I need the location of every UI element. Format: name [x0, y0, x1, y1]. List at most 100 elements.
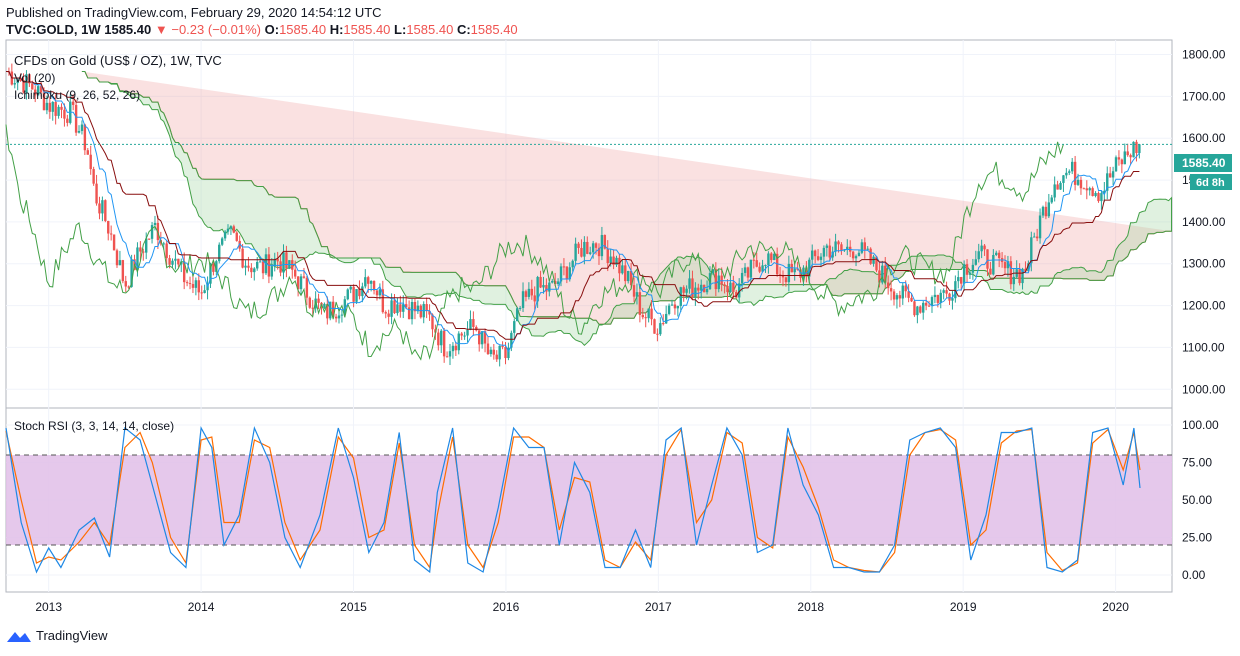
- candle-body: [352, 286, 355, 302]
- candle-body: [168, 258, 171, 265]
- candle-body: [787, 263, 791, 283]
- candle-body: [629, 270, 633, 286]
- candle-body: [589, 252, 592, 254]
- price-tick-label: 1800.00: [1182, 48, 1226, 62]
- candle-body: [816, 256, 820, 260]
- candle-body: [270, 266, 274, 277]
- time-axis[interactable]: 2013 2014 2015 2016 2017 2018 2019 2020: [35, 600, 1129, 614]
- candle-body: [621, 265, 624, 274]
- candle-body: [1076, 179, 1080, 185]
- candle-body: [378, 289, 382, 296]
- candle-body: [945, 290, 948, 294]
- candle-body: [478, 330, 481, 345]
- candle-body: [174, 258, 177, 261]
- candle-body: [653, 319, 656, 334]
- candle-body: [177, 258, 180, 265]
- candle-body: [305, 277, 309, 298]
- candle-body: [884, 265, 887, 283]
- candle-body: [907, 291, 910, 298]
- candle-body: [542, 285, 545, 288]
- price-axis[interactable]: 1000.001100.001200.001300.001400.001500.…: [1182, 48, 1226, 397]
- candle-body: [425, 304, 428, 311]
- candle-body: [591, 243, 595, 253]
- candle-body: [390, 300, 393, 317]
- candle-body: [296, 276, 300, 290]
- candle-body: [1035, 236, 1039, 239]
- candle-body: [92, 169, 95, 184]
- candle-body: [162, 243, 165, 245]
- candle-body: [185, 282, 189, 284]
- chart-frame: [5, 39, 1173, 593]
- legend-ichimoku: Ichimoku (9, 26, 52, 26): [14, 88, 140, 102]
- candle-body: [869, 248, 872, 264]
- candle-body: [697, 287, 700, 291]
- candle-body: [504, 347, 507, 359]
- candle-body: [410, 301, 414, 320]
- candle-body: [101, 200, 104, 214]
- candle-body: [773, 253, 776, 261]
- stoch-tick-label: 75.00: [1182, 456, 1212, 470]
- stoch-axis[interactable]: 0.00 25.00 50.00 75.00 100.00: [1182, 418, 1219, 582]
- candle-body: [329, 301, 332, 319]
- candle-body: [565, 266, 569, 280]
- candle-body: [539, 276, 542, 288]
- stoch-tick-label: 50.00: [1182, 493, 1212, 507]
- candle-body: [489, 349, 493, 355]
- candle-body: [889, 288, 893, 292]
- candle-body: [19, 79, 22, 81]
- candle-body: [664, 313, 668, 324]
- candle-body: [48, 102, 52, 112]
- symbol-line: TVC:GOLD, 1W 1585.40 ▼ −0.23 (−0.01%) O:…: [6, 22, 518, 37]
- candle-body: [986, 249, 989, 269]
- candle-body: [992, 254, 995, 275]
- candle-body: [615, 257, 618, 265]
- candle-body: [574, 243, 577, 261]
- candle-body: [1079, 179, 1083, 189]
- candle-body: [863, 242, 867, 250]
- candle-body: [507, 347, 510, 359]
- candle-body: [314, 298, 317, 309]
- candle-body: [104, 200, 107, 221]
- candle-body: [54, 101, 57, 116]
- candle-body: [638, 292, 642, 315]
- price-tick-label: 1600.00: [1182, 131, 1226, 145]
- price-tick-label: 1300.00: [1182, 257, 1226, 271]
- candle-body: [384, 312, 387, 314]
- tenkan-sen: [6, 71, 1140, 353]
- candle-body: [393, 300, 396, 314]
- candle-body: [924, 302, 928, 306]
- candle-body: [764, 265, 767, 267]
- candle-body: [1091, 188, 1094, 196]
- candle-body: [583, 241, 586, 257]
- candle-body: [1097, 192, 1100, 202]
- candle-body: [34, 89, 37, 96]
- open-label: O:: [264, 22, 280, 37]
- candle-body: [606, 248, 609, 264]
- candle-body: [209, 263, 212, 284]
- candle-body: [28, 74, 31, 84]
- published-line: Published on TradingView.com, February 2…: [6, 5, 382, 20]
- candle-body: [919, 306, 922, 313]
- candle-body: [518, 307, 522, 309]
- candle-body: [685, 288, 688, 293]
- candle-body: [1033, 236, 1036, 238]
- candle-body: [746, 267, 750, 278]
- candle-body: [475, 326, 478, 331]
- candle-body: [959, 277, 963, 284]
- stoch-tick-label: 25.00: [1182, 531, 1212, 545]
- candle-body: [1094, 192, 1097, 196]
- footer-brand[interactable]: TradingView: [6, 628, 108, 643]
- candle-body: [1065, 172, 1068, 176]
- candle-body: [939, 292, 942, 303]
- candle-body: [843, 249, 846, 251]
- candle-body: [1132, 141, 1135, 158]
- candle-body: [293, 269, 297, 277]
- candle-body: [662, 323, 665, 325]
- candle-body: [828, 245, 831, 258]
- candle-body: [253, 268, 256, 273]
- candle-body: [235, 232, 238, 241]
- candle-body: [498, 345, 501, 360]
- candle-body: [720, 275, 723, 285]
- candle-body: [667, 305, 671, 314]
